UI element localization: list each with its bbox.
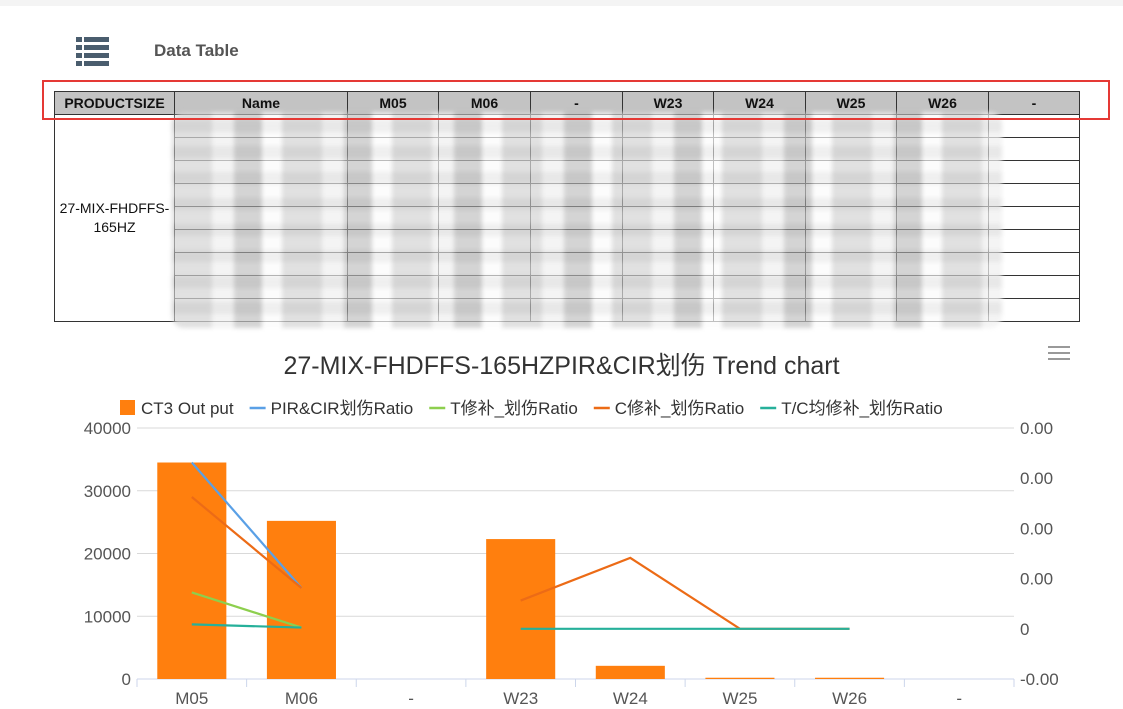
legend-label: PIR&CIR划伤Ratio [271, 399, 414, 418]
legend-item: PIR&CIR划伤Ratio [249, 399, 414, 418]
x-tick-label: - [408, 689, 414, 708]
header-highlight-box [42, 80, 1110, 120]
table-header-row: PRODUCTSIZE Name M05 M06 - W23 W24 W25 W… [54, 91, 1080, 115]
y-tick-label: 0 [122, 670, 131, 689]
y2-tick-label: 0.00 [1020, 419, 1053, 438]
x-tick-label: M05 [175, 689, 208, 708]
legend-item: T/C均修补_划伤Ratio [760, 399, 943, 418]
y2-tick-label: 0.00 [1020, 570, 1053, 589]
y2-tick-label: 0 [1020, 620, 1029, 639]
table-row [55, 183, 1080, 207]
bar [595, 665, 665, 679]
x-tick-label: W26 [832, 689, 867, 708]
bar [266, 520, 336, 679]
y2-tick-label: 0.00 [1020, 519, 1053, 538]
y2-tick-label: 0.00 [1020, 469, 1053, 488]
table-row [55, 275, 1080, 299]
series-line [520, 556, 850, 630]
table-row [55, 206, 1080, 230]
product-size-cell: 27-MIX-FHDFFS-165HZ [54, 114, 175, 322]
column-header[interactable]: W23 [622, 91, 714, 115]
bar [486, 539, 556, 679]
table-row [55, 252, 1080, 276]
table-row [55, 160, 1080, 184]
series-line [191, 496, 303, 589]
legend-item: T修补_划伤Ratio [429, 399, 578, 418]
y-tick-label: 10000 [84, 607, 131, 626]
legend-item: C修补_划伤Ratio [593, 399, 744, 418]
column-header[interactable]: PRODUCTSIZE [54, 91, 175, 115]
legend-label: T/C均修补_划伤Ratio [781, 399, 943, 418]
x-tick-label: - [956, 689, 962, 708]
legend-label: C修补_划伤Ratio [615, 399, 744, 418]
product-size-text: 27-MIX-FHDFFS-165HZ [59, 200, 170, 235]
x-tick-label: W24 [613, 689, 648, 708]
legend-label: T修补_划伤Ratio [450, 399, 578, 418]
x-tick-label: M06 [285, 689, 318, 708]
bar [815, 677, 885, 679]
table-row [55, 229, 1080, 253]
x-tick-label: W25 [722, 689, 757, 708]
column-header[interactable]: W25 [805, 91, 897, 115]
y2-tick-label: -0.00 [1020, 670, 1059, 689]
series-line [191, 591, 302, 629]
legend-swatch [120, 400, 135, 415]
trend-chart: 0 10000 20000 30000 40000 -0.00 0 0.00 0.00 0.00 0… [84, 399, 1059, 708]
y-tick-label: 20000 [84, 545, 131, 564]
table-row [55, 298, 1080, 322]
chart-menu-icon[interactable] [1048, 344, 1070, 362]
data-table-icon [76, 37, 109, 66]
top-bar [0, 0, 1123, 6]
section-title: Data Table [154, 41, 239, 60]
bar [705, 677, 775, 679]
series-line [190, 461, 303, 589]
legend-label: CT3 Out put [141, 399, 234, 418]
bar [157, 462, 227, 679]
y-tick-label: 40000 [84, 419, 131, 438]
column-header[interactable]: W26 [896, 91, 989, 115]
x-tick-label: W23 [503, 689, 538, 708]
series-line [191, 623, 302, 629]
legend-item: CT3 Out put [120, 399, 234, 418]
y-tick-label: 30000 [84, 482, 131, 501]
column-header[interactable]: M06 [438, 91, 531, 115]
table-row [55, 137, 1080, 161]
column-header[interactable]: - [530, 91, 623, 115]
data-table: PRODUCTSIZE Name M05 M06 - W23 W24 W25 W… [54, 91, 1080, 322]
chart-title: 27-MIX-FHDFFS-165HZPIR&CIR划伤 Trend chart [283, 352, 840, 380]
